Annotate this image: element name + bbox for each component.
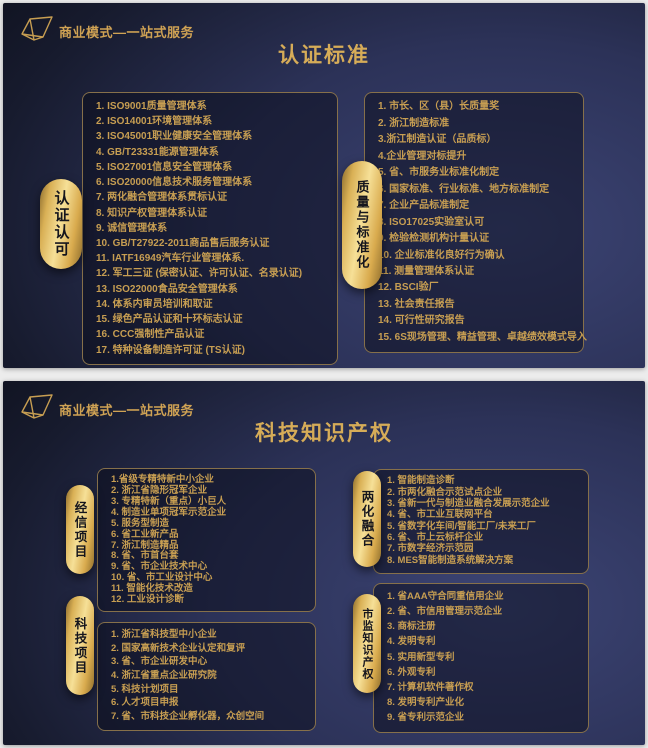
list-item: 9. 省专利示范企业 <box>387 711 465 723</box>
list-item: 5. 省数字化车间/智能工厂/未来工厂 <box>387 520 536 532</box>
list-item: 12. BSCI验厂 <box>378 282 439 294</box>
gem-logo-icon <box>19 392 55 422</box>
list-item: 3.浙江制造认证（品质标） <box>378 134 497 146</box>
list-item: 4. 省、市工业互联网平台 <box>387 509 493 521</box>
list-item: 7. 企业产品标准制定 <box>378 200 470 212</box>
list-item: 8. 发明专利产业化 <box>387 696 465 708</box>
list-item: 17. 特种设备制造许可证 (TS认证) <box>96 344 245 356</box>
list-item: 8. 知识产权管理体系认证 <box>96 207 208 219</box>
list-item: 2. 省、市信用管理示范企业 <box>387 606 503 618</box>
integration-list-box: 1. 智能制造诊断 2. 市两化融合示范试点企业 3. 省新一代与制造业融合发展示范… <box>373 469 589 574</box>
list-item: 14. 体系内审员培训和取证 <box>96 298 213 310</box>
brand-label: 商业模式—一站式服务 <box>59 25 195 40</box>
list-item: 6. 省、市上云标杆企业 <box>387 532 484 544</box>
list-item: 5. 服务型制造 <box>111 517 170 529</box>
list-item: 1.省级专精特新中小企业 <box>111 474 214 485</box>
list-item: 7. 市数字经济示范园 <box>387 543 474 555</box>
list-item: 9. 检验检测机构计量认证 <box>378 233 490 245</box>
list-item: 14. 可行性研究报告 <box>378 315 465 327</box>
list-item: 2. 浙江省隐形冠军企业 <box>111 484 208 496</box>
brand-label: 商业模式—一站式服务 <box>59 403 195 418</box>
list-item: 9. 省、市企业技术中心 <box>111 561 208 573</box>
list-item: 16. CCC强制性产品认证 <box>96 329 205 341</box>
list-item: 3. 专精特新（重点）小巨人 <box>111 495 227 507</box>
list-item: 1. 省AAA守合同重信用企业 <box>387 591 504 603</box>
list-item: 11. IATF16949汽车行业管理体系. <box>96 253 245 265</box>
group-label-industrialization-integration: 两化融合 <box>353 471 381 567</box>
list-item: 11. 智能化技术改造 <box>111 583 193 595</box>
list-item: 5. 实用新型专利 <box>387 651 455 663</box>
list-item: 6. 省工业新产品 <box>111 528 179 540</box>
group-label-science-tech-projects: 科技项目 <box>66 596 94 695</box>
market-ip-list-box: 1. 省AAA守合同重信用企业 2. 省、市信用管理示范企业 3. 商标注册 4. 发… <box>373 583 589 733</box>
list-item: 8. MES智能制造系统解决方案 <box>387 554 514 566</box>
list-item: 4. 浙江省重点企业研究院 <box>111 670 217 681</box>
list-item: 3. 省、市企业研发中心 <box>111 656 208 668</box>
list-item: 3. ISO45001职业健康安全管理体系 <box>96 131 253 143</box>
list-item: 13. 社会责任报告 <box>378 298 455 310</box>
list-item: 2. ISO14001环境管理体系 <box>96 116 213 128</box>
group-label-quality-standardization: 质量与标准化 <box>342 161 382 289</box>
list-item: 2. 浙江制造标准 <box>378 117 450 129</box>
list-item: 8. 省、市首台套 <box>111 550 179 562</box>
list-item: 1. ISO9001质量管理体系 <box>96 100 207 112</box>
group-label-economy-info-projects: 经信项目 <box>66 485 94 574</box>
list-item: 10. 企业标准化良好行为确认 <box>378 249 505 261</box>
list-item: 6. 外观专利 <box>387 666 436 678</box>
certification-list-box: 1. ISO9001质量管理体系 2. ISO14001环境管理体系 3. ISO4… <box>82 92 338 365</box>
list-item: 6. ISO20000信息技术服务管理体系 <box>96 177 253 189</box>
list-item: 6. 人才项目申报 <box>111 697 179 709</box>
gem-logo-icon <box>19 14 55 44</box>
list-item: 1. 智能制造诊断 <box>387 475 455 487</box>
list-item: 12. 工业设计诊断 <box>111 594 184 606</box>
list-item: 10. GB/T27922-2011商品售后服务认证 <box>96 237 270 249</box>
list-item: 15. 6S现场管理、精益管理、卓越绩效模式导入 <box>378 331 587 343</box>
list-item: 11. 测量管理体系认证 <box>378 266 475 277</box>
science-tech-list-box: 1. 浙江省科技型中小企业 2. 国家高新技术企业认定和复评 3. 省、市企业研发中… <box>97 622 316 731</box>
list-item: 10. 省、市工业设计中心 <box>111 572 213 584</box>
list-item: 9. 诚信管理体系 <box>96 222 168 234</box>
slide-tech-intellectual-property: 商业模式—一站式服务 科技知识产权 经信项目 1.省级专精特新中小企业 2. 浙江… <box>3 381 645 745</box>
list-item: 7. 省、市科技企业孵化器，众创空间 <box>111 710 265 722</box>
list-item: 7. 浙江制造精品 <box>111 539 179 551</box>
list-item: 7. 计算机软件著作权 <box>387 681 474 693</box>
list-item: 8. ISO17025实验室认可 <box>378 216 485 228</box>
list-item: 13. ISO22000食品安全管理体系 <box>96 283 238 295</box>
list-item: 5. 省、市服务业标准化制定 <box>378 167 500 179</box>
list-item: 15. 绿色产品认证和十环标志认证 <box>96 314 243 326</box>
list-item: 4. 制造业单项冠军示范企业 <box>111 506 227 518</box>
list-item: 4. 发明专利 <box>387 636 436 648</box>
economy-info-list-box: 1.省级专精特新中小企业 2. 浙江省隐形冠军企业 3. 专精特新（重点）小巨人 4.… <box>97 468 316 612</box>
slide-title: 认证标准 <box>278 44 370 67</box>
slide-certification-standards: 商业模式—一站式服务 认证标准 认证认可 1. ISO9001质量管理体系 2. … <box>3 3 645 368</box>
slide-title: 科技知识产权 <box>255 422 393 445</box>
quality-standard-list-box: 1. 市长、区（县）长质量奖 2. 浙江制造标准 3.浙江制造认证（品质标） 4.企业… <box>364 92 587 353</box>
list-item: 3. 省新一代与制造业融合发展示范企业 <box>387 497 550 509</box>
group-label-market-supervision-ip: 市监知识产权 <box>353 594 381 693</box>
list-item: 6. 国家标准、行业标准、地方标准制定 <box>378 183 550 195</box>
group-label-certification-accreditation: 认证认可 <box>40 179 82 269</box>
list-item: 5. ISO27001信息安全管理体系 <box>96 161 233 173</box>
list-item: 4. GB/T23331能源管理体系 <box>96 146 219 158</box>
list-item: 1. 市长、区（县）长质量奖 <box>378 101 500 113</box>
list-item: 3. 商标注册 <box>387 621 436 633</box>
list-item: 1. 浙江省科技型中小企业 <box>111 629 217 641</box>
list-item: 12. 军工三证 (保密认证、许可认证、名录认证) <box>96 268 303 280</box>
list-item: 2. 国家高新技术企业认定和复评 <box>111 642 246 654</box>
list-item: 7. 两化融合管理体系贯标认证 <box>96 192 228 204</box>
list-item: 5. 科技计划项目 <box>111 683 179 695</box>
list-item: 2. 市两化融合示范试点企业 <box>387 486 503 498</box>
list-item: 4.企业管理对标提升 <box>378 150 467 162</box>
